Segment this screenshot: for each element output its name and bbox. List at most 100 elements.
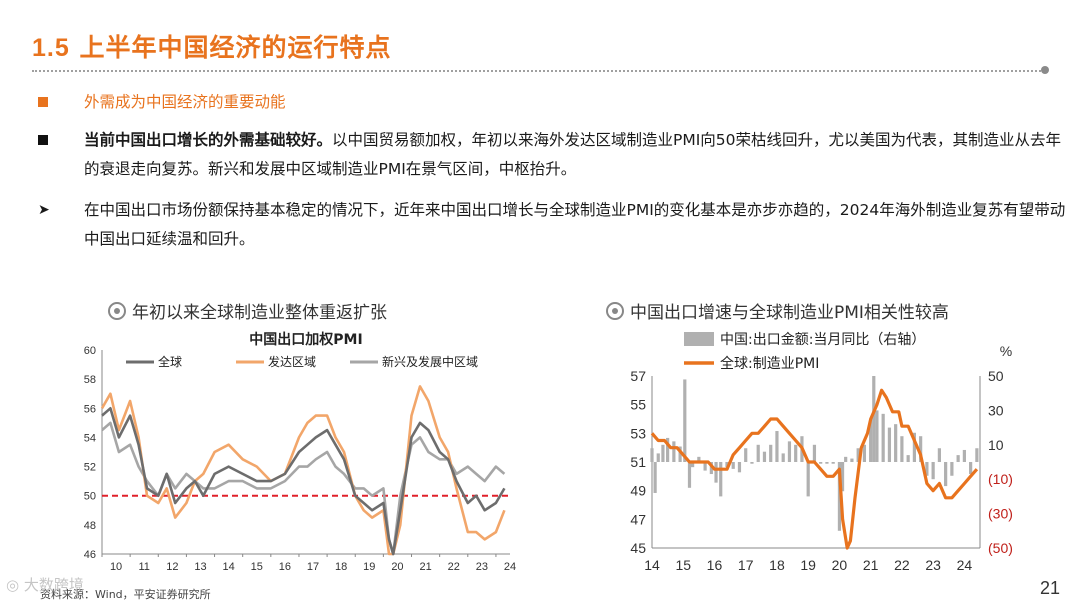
x-tick-label: 15 bbox=[675, 557, 691, 573]
right-axis-unit: % bbox=[1000, 343, 1012, 359]
export-growth-bar bbox=[744, 448, 748, 462]
export-growth-bar bbox=[975, 448, 979, 462]
page-title: 1.5 上半年中国经济的运行特点 bbox=[32, 28, 392, 64]
x-tick-label: 22 bbox=[894, 557, 910, 573]
export-growth-bar bbox=[787, 441, 792, 462]
export-growth-bar bbox=[650, 448, 654, 462]
export-growth-bar bbox=[931, 462, 935, 480]
export-growth-bar bbox=[887, 427, 892, 462]
export-growth-bar bbox=[703, 462, 707, 471]
title-divider bbox=[32, 70, 1044, 72]
right-y-tick-label: (30) bbox=[988, 506, 1013, 522]
export-growth-bar bbox=[737, 462, 742, 473]
export-growth-bar bbox=[925, 462, 929, 476]
legend-label-1: 全球 bbox=[158, 354, 182, 369]
export-growth-bar bbox=[912, 432, 916, 462]
right-chart: 45 47 49 51 53 55 57 (50) (30) (10) 10 30 50% 14 15 16 1… bbox=[630, 332, 1013, 573]
export-growth-bar bbox=[950, 462, 954, 476]
export-growth-bar bbox=[944, 462, 948, 487]
export-growth-bar bbox=[794, 444, 798, 462]
bullet-point-2: ➤ 在中国出口市场份额保持基本稳定的情况下，近年来中国出口增长与全球制造业PMI… bbox=[38, 196, 1065, 256]
x-tick-label: 13 bbox=[194, 561, 206, 573]
export-growth-bar bbox=[869, 419, 873, 462]
left-y-tick-label: 55 bbox=[630, 397, 646, 413]
left-chart-caption-text: 年初以来全球制造业整体重返扩张 bbox=[132, 303, 387, 323]
left-y-tick-label: 53 bbox=[630, 425, 646, 441]
export-growth-bar bbox=[719, 462, 723, 497]
right-chart-caption: 中国出口增速与全球制造业PMI相关性较高 bbox=[606, 298, 949, 323]
export-growth-bar bbox=[856, 448, 860, 462]
y-tick-label: 60 bbox=[84, 345, 96, 357]
left-y-tick-label: 49 bbox=[630, 483, 646, 499]
x-tick-label: 16 bbox=[279, 561, 291, 573]
export-growth-bar bbox=[956, 455, 960, 462]
x-tick-label: 14 bbox=[222, 561, 234, 573]
right-y-tick-label: (50) bbox=[988, 540, 1013, 556]
y-tick-label: 46 bbox=[84, 549, 96, 561]
export-growth-bar bbox=[825, 462, 829, 464]
export-growth-bar bbox=[969, 462, 973, 475]
export-growth-bar bbox=[672, 441, 676, 462]
section-title: 上半年中国经济的运行特点 bbox=[79, 33, 392, 62]
export-growth-bar bbox=[819, 462, 823, 464]
export-growth-bar bbox=[906, 455, 910, 462]
export-growth-bar bbox=[962, 449, 966, 462]
x-tick-label: 21 bbox=[863, 557, 879, 573]
series-line-2 bbox=[100, 385, 506, 556]
right-y-tick-label: (10) bbox=[988, 471, 1013, 487]
bullet-point-2-text: 在中国出口市场份额保持基本稳定的情况下，近年来中国出口增长与全球制造业PMI的变… bbox=[84, 201, 1066, 248]
x-tick-label: 21 bbox=[419, 561, 431, 573]
y-tick-label: 50 bbox=[84, 491, 96, 503]
divider-end-dot bbox=[1041, 66, 1049, 74]
export-growth-bar bbox=[656, 453, 660, 462]
export-growth-bar bbox=[687, 462, 692, 488]
export-growth-bar bbox=[731, 462, 735, 469]
x-tick-label: 24 bbox=[504, 561, 516, 573]
target-circle-icon bbox=[108, 302, 126, 320]
export-growth-bar bbox=[831, 462, 835, 464]
bullet-heading-text: 外需成为中国经济的重要动能 bbox=[84, 93, 286, 111]
bullet-point-1-text: 当前中国出口增长的外需基础较好。以中国贸易额加权，年初以来海外发达区域制造业PM… bbox=[84, 126, 1074, 184]
x-tick-label: 10 bbox=[110, 561, 122, 573]
export-growth-bar bbox=[775, 431, 779, 462]
export-growth-bar bbox=[750, 462, 754, 464]
legend-label-3: 新兴及发展中区域 bbox=[382, 354, 478, 369]
bullet-heading: 外需成为中国经济的重要动能 bbox=[38, 88, 1038, 117]
bullet-point-1-bold: 当前中国出口增长的外需基础较好。 bbox=[84, 131, 333, 149]
legend-swatch-bar bbox=[684, 332, 714, 346]
bullet-point-1-body: 以中国贸易额加权，年初以来海外发达区域制造业PMI向50荣枯线回升，尤以美国为代… bbox=[84, 131, 1062, 178]
y-tick-label: 58 bbox=[84, 374, 96, 386]
export-growth-bar bbox=[725, 462, 729, 468]
x-tick-label: 22 bbox=[448, 561, 460, 573]
export-growth-bar bbox=[666, 437, 670, 462]
legend-label-line: 全球:制造业PMI bbox=[720, 355, 819, 372]
x-tick-label: 17 bbox=[307, 561, 319, 573]
x-tick-label: 20 bbox=[391, 561, 403, 573]
right-y-tick-label: 50 bbox=[988, 368, 1004, 384]
x-tick-label: 11 bbox=[138, 561, 149, 573]
black-square-icon bbox=[38, 135, 48, 145]
legend-label-bar: 中国:出口金额:当月同比（右轴） bbox=[720, 332, 925, 348]
export-growth-bar bbox=[937, 448, 941, 462]
export-growth-bar bbox=[881, 413, 885, 462]
left-y-tick-label: 45 bbox=[630, 540, 646, 556]
export-growth-bar bbox=[683, 379, 687, 462]
section-number: 1.5 bbox=[32, 34, 70, 62]
legend-label-2: 发达区域 bbox=[268, 354, 316, 369]
x-tick-label: 19 bbox=[800, 557, 816, 573]
export-growth-bar bbox=[919, 436, 923, 462]
export-growth-bar bbox=[678, 446, 682, 462]
orange-square-icon bbox=[38, 97, 48, 107]
export-growth-bar bbox=[653, 462, 657, 493]
left-y-tick-label: 51 bbox=[630, 454, 646, 470]
y-tick-label: 52 bbox=[84, 462, 96, 474]
left-chart-caption: 年初以来全球制造业整体重返扩张 bbox=[108, 298, 387, 323]
export-growth-bar bbox=[812, 444, 817, 462]
x-tick-label: 15 bbox=[251, 561, 263, 573]
watermark-text: 大数跨境 bbox=[23, 576, 84, 594]
global-pmi-line bbox=[650, 388, 979, 550]
export-growth-bar bbox=[872, 376, 876, 462]
bullet-point-1: 当前中国出口增长的外需基础较好。以中国贸易额加权，年初以来海外发达区域制造业PM… bbox=[38, 126, 1061, 186]
export-growth-bar bbox=[894, 424, 898, 462]
export-growth-bar bbox=[875, 410, 879, 462]
